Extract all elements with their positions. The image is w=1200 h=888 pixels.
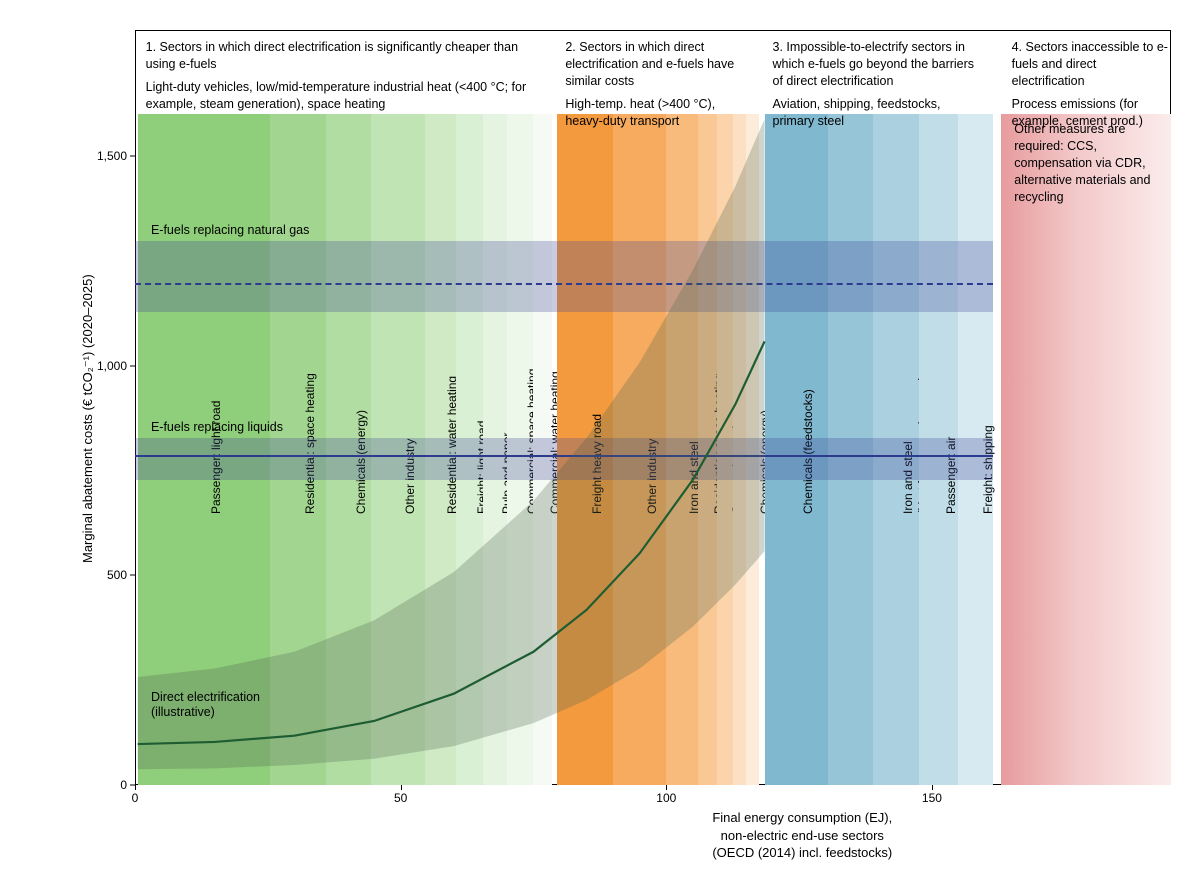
red-region-note: Other measures are required: CCS, compen… [1014,121,1163,205]
efuel-line-liquids [135,455,993,457]
y-tick-label: 1,000 [97,359,135,373]
region-subtitle: Light-duty vehicles, low/mid-temperature… [146,79,544,113]
x-tick-label: 100 [656,785,676,805]
x-axis-title: Final energy consumption (EJ),non-electr… [632,809,972,862]
efuel-label-liquids: E-fuels replacing liquids [151,420,283,436]
efuel-band-liquids [135,438,993,480]
y-tick-label: 1,500 [97,149,135,163]
sector-bar [1001,114,1171,785]
x-tick-label: 50 [394,785,407,805]
region-title: 4. Sectors inaccessible to e-fuels and d… [1012,39,1171,90]
region-annotation: 2. Sectors in which direct electrificati… [565,39,735,129]
y-tick-label: 500 [107,568,135,582]
efuel-line-gas [135,283,993,285]
chart-container: 05001,0001,500050100150Passenger: light … [0,0,1200,888]
efuel-label-gas: E-fuels replacing natural gas [151,223,309,239]
region-annotation: 3. Impossible-to-electrify sectors in wh… [773,39,975,129]
region-annotation: 1. Sectors in which direct electrificati… [146,39,544,113]
region-title: 3. Impossible-to-electrify sectors in wh… [773,39,975,90]
region-subtitle: Aviation, shipping, feedstocks, primary … [773,96,975,130]
region-title: 1. Sectors in which direct electrificati… [146,39,544,73]
efuel-band-gas [135,241,993,312]
plot-area: 05001,0001,500050100150Passenger: light … [135,30,1171,785]
direct-curve-label: Direct electrification(illustrative) [151,690,260,721]
region-title: 2. Sectors in which direct electrificati… [565,39,735,90]
region-subtitle: High-temp. heat (>400 °C), heavy-duty tr… [565,96,735,130]
x-tick-label: 150 [922,785,942,805]
x-tick-label: 0 [132,785,139,805]
y-axis-title: Marginal abatement costs (€ tCO₂⁻¹) (202… [80,274,96,563]
axis-line-left [135,31,136,785]
region-annotation: 4. Sectors inaccessible to e-fuels and d… [1012,39,1171,129]
